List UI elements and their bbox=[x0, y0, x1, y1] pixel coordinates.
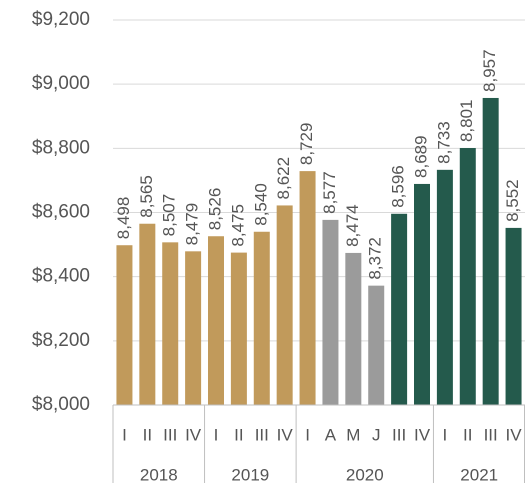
bar bbox=[230, 252, 247, 405]
data-label: 8,957 bbox=[480, 49, 499, 92]
y-tick-label: $8,000 bbox=[32, 394, 90, 415]
data-label: 8,577 bbox=[320, 171, 339, 214]
bar bbox=[139, 223, 156, 405]
data-label: 8,479 bbox=[183, 203, 202, 246]
data-label: 8,475 bbox=[228, 204, 247, 247]
bar bbox=[162, 242, 179, 405]
x-tick-label: J bbox=[372, 425, 381, 444]
group-label: 2021 bbox=[460, 465, 498, 483]
x-tick-label: IV bbox=[277, 425, 294, 444]
x-tick-label: I bbox=[305, 425, 310, 444]
x-tick-label: IV bbox=[506, 425, 523, 444]
x-tick-label: I bbox=[122, 425, 127, 444]
data-label: 8,733 bbox=[434, 121, 453, 164]
group-label: 2020 bbox=[346, 465, 384, 483]
x-tick-label: III bbox=[392, 425, 406, 444]
bar bbox=[116, 245, 133, 405]
data-label: 8,565 bbox=[137, 175, 156, 218]
x-tick-label: IV bbox=[185, 425, 202, 444]
bar bbox=[299, 171, 316, 405]
group-label: 2019 bbox=[231, 465, 269, 483]
x-tick-label: II bbox=[234, 425, 243, 444]
data-label: 8,372 bbox=[366, 237, 385, 280]
y-tick-label: $8,400 bbox=[32, 266, 90, 287]
y-tick-label: $8,800 bbox=[32, 137, 90, 158]
y-tick-label: $8,600 bbox=[32, 202, 90, 223]
bar bbox=[185, 251, 202, 405]
data-label: 8,622 bbox=[274, 157, 293, 200]
bar bbox=[253, 231, 270, 405]
x-tick-label: M bbox=[346, 425, 360, 444]
data-label: 8,729 bbox=[297, 123, 316, 166]
bar bbox=[276, 205, 293, 405]
data-label: 8,498 bbox=[114, 197, 133, 240]
data-label: 8,689 bbox=[411, 135, 430, 178]
data-label: 8,474 bbox=[343, 204, 362, 247]
bar bbox=[322, 219, 339, 405]
x-tick-label: II bbox=[143, 425, 152, 444]
data-label: 8,596 bbox=[389, 165, 408, 208]
bar bbox=[505, 227, 522, 405]
x-tick-label: I bbox=[214, 425, 219, 444]
bar bbox=[208, 236, 224, 405]
bar bbox=[345, 252, 362, 405]
x-tick-label: III bbox=[255, 425, 269, 444]
data-label: 8,540 bbox=[251, 183, 270, 226]
data-label: 8,552 bbox=[503, 179, 522, 222]
bar bbox=[482, 97, 499, 406]
group-label: 2018 bbox=[140, 465, 178, 483]
y-tick-label: $9,000 bbox=[32, 73, 90, 94]
x-tick-label: III bbox=[163, 425, 177, 444]
bar bbox=[414, 183, 430, 405]
data-label: 8,526 bbox=[205, 188, 224, 231]
bar bbox=[391, 213, 408, 405]
data-label: 8,801 bbox=[457, 99, 476, 142]
data-label: 8,507 bbox=[160, 194, 179, 237]
x-tick-label: A bbox=[325, 425, 337, 444]
x-tick-label: III bbox=[484, 425, 498, 444]
y-tick-label: $8,200 bbox=[32, 330, 90, 351]
bar bbox=[436, 169, 453, 405]
x-tick-label: II bbox=[463, 425, 472, 444]
x-tick-label: IV bbox=[414, 425, 431, 444]
bar bbox=[459, 148, 476, 405]
y-tick-label: $9,200 bbox=[32, 9, 90, 30]
bar bbox=[368, 285, 385, 405]
x-tick-label: I bbox=[443, 425, 448, 444]
